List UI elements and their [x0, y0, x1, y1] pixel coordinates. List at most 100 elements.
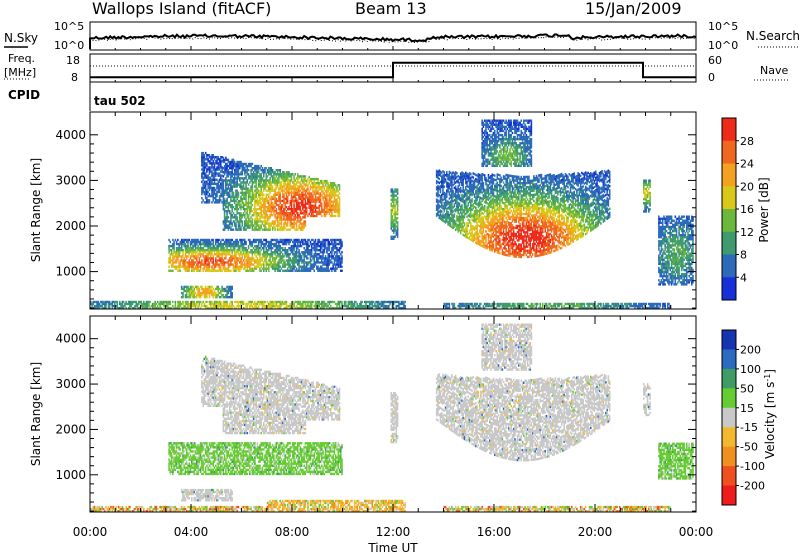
- data-cell: [254, 175, 256, 178]
- data-cell: [331, 184, 333, 187]
- data-cell: [216, 238, 218, 242]
- data-cell: [341, 240, 343, 244]
- data-cell: [236, 228, 238, 231]
- data-cell: [259, 193, 261, 196]
- data-cell: [218, 201, 221, 204]
- data-cell: [237, 160, 240, 164]
- data-cell: [203, 244, 206, 248]
- data-cell: [183, 242, 185, 246]
- data-cell: [264, 226, 266, 229]
- data-cell: [241, 177, 244, 180]
- data-cell: [254, 169, 256, 172]
- data-cell: [336, 255, 338, 258]
- data-cell: [249, 191, 251, 194]
- data-cell: [275, 224, 278, 227]
- data-cell: [295, 257, 298, 260]
- data-cell: [256, 251, 259, 254]
- data-cell: [303, 222, 305, 225]
- data-cell: [329, 255, 332, 258]
- data-cell: [275, 187, 278, 190]
- data-cell: [222, 228, 225, 231]
- data-cell: [223, 247, 226, 250]
- data-cell: [208, 287, 211, 291]
- data-cell: [226, 162, 228, 166]
- data-cell: [259, 247, 261, 250]
- data-cell: [303, 189, 305, 192]
- data-cell: [245, 253, 247, 256]
- data-cell: [215, 269, 217, 272]
- data-cell: [165, 304, 168, 308]
- data-cell: [446, 210, 448, 213]
- data-cell: [220, 160, 222, 163]
- data-cell: [294, 210, 297, 213]
- data-cell: [233, 267, 236, 270]
- data-cell: [447, 173, 449, 177]
- data-cell: [208, 306, 211, 310]
- data-cell: [319, 247, 322, 250]
- data-cell: [235, 251, 237, 254]
- data-cell: [108, 302, 111, 306]
- data-cell: [174, 302, 177, 306]
- data-cell: [266, 210, 269, 213]
- data-cell: [323, 204, 326, 207]
- data-cell: [449, 210, 452, 213]
- data-cell: [172, 253, 174, 256]
- data-cell: [304, 191, 307, 194]
- data-cell: [334, 206, 337, 209]
- data-cell: [295, 304, 298, 308]
- data-cell: [254, 173, 256, 176]
- data-cell: [249, 208, 251, 211]
- data-cell: [298, 185, 300, 188]
- data-cell: [212, 178, 215, 181]
- data-cell: [294, 240, 297, 244]
- data-cell: [223, 164, 226, 168]
- data-cell: [211, 249, 213, 252]
- data-cell: [134, 300, 136, 304]
- data-cell: [225, 171, 227, 174]
- data-cell: [231, 304, 233, 308]
- data-cell: [323, 238, 326, 242]
- data-cell: [236, 218, 238, 221]
- data-cell: [404, 306, 406, 310]
- data-cell: [336, 210, 338, 214]
- data-cell: [329, 188, 332, 191]
- data-cell: [324, 261, 327, 264]
- data-cell: [302, 201, 304, 205]
- data-cell: [221, 174, 223, 177]
- data-cell: [324, 202, 327, 205]
- data-cell: [271, 185, 274, 188]
- data-cell: [182, 306, 184, 310]
- data-cell: [135, 300, 138, 304]
- data-cell: [328, 253, 331, 256]
- data-cell: [217, 244, 220, 248]
- data-cell: [226, 238, 228, 242]
- data-cell: [442, 178, 444, 181]
- data-cell: [438, 204, 441, 207]
- data-cell: [279, 228, 281, 231]
- data-cell: [292, 212, 294, 215]
- data-cell: [268, 167, 270, 170]
- data-cell: [446, 185, 448, 188]
- data-cell: [136, 306, 139, 310]
- data-cell: [251, 263, 254, 266]
- data-cell: [299, 240, 302, 244]
- data-cell: [240, 226, 242, 229]
- data-cell: [271, 242, 274, 246]
- data-cell: [302, 228, 304, 231]
- data-cell: [242, 169, 245, 172]
- data-cell: [244, 187, 246, 190]
- data-cell: [239, 300, 241, 304]
- data-cell: [269, 181, 271, 184]
- data-cell: [395, 211, 398, 214]
- data-cell: [284, 175, 286, 178]
- data-cell: [336, 208, 338, 212]
- data-cell: [273, 197, 275, 201]
- data-cell: [235, 257, 237, 260]
- data-cell: [443, 210, 446, 213]
- data-cell: [216, 199, 218, 202]
- data-cell: [297, 228, 299, 231]
- data-cell: [300, 185, 303, 188]
- data-cell: [260, 263, 262, 266]
- data-cell: [303, 177, 305, 180]
- data-cell: [299, 210, 302, 213]
